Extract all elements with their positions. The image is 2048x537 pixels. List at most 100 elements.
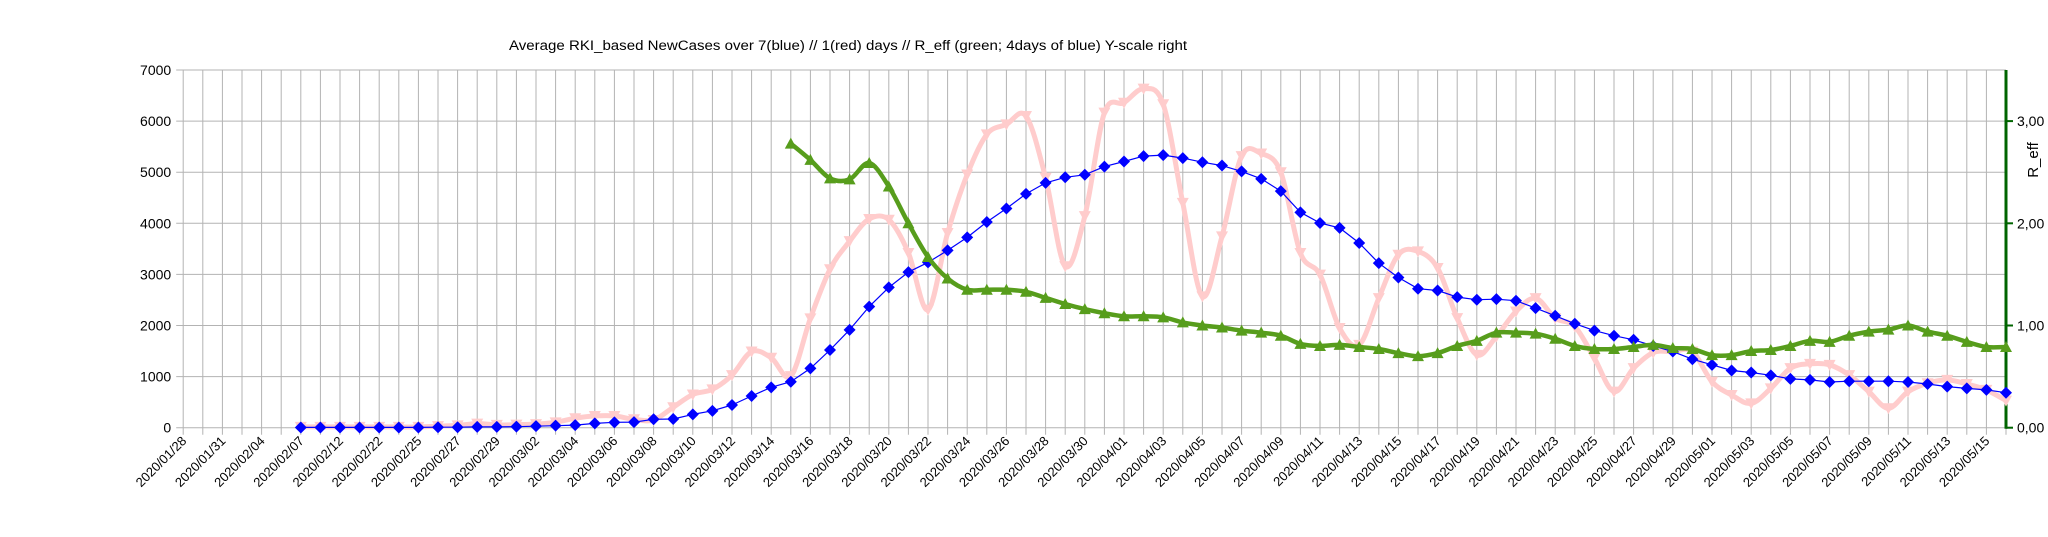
data-point-marker [1588,353,1601,365]
data-point-marker [1372,293,1385,305]
data-point-marker [392,421,405,434]
data-point-marker [1627,340,1640,352]
data-point-marker [1274,329,1287,341]
data-point-marker [863,213,876,225]
data-point-marker [1451,291,1464,304]
data-point-marker [1274,185,1287,198]
data-point-marker [1314,269,1326,281]
data-point-marker [1431,347,1444,359]
data-point-marker [1216,159,1228,172]
data-point-marker [1941,329,1954,341]
data-point-marker [804,362,817,375]
data-point-marker [451,421,464,434]
data-point-marker [1372,343,1385,355]
y2-axis-label: R_eff [2025,141,2042,177]
data-point-marker [1451,313,1464,325]
data-point-marker [1059,298,1072,310]
data-point-marker [1490,326,1503,338]
data-point-marker [1764,344,1777,356]
data-point-marker [1745,345,1758,357]
data-point-marker [1529,293,1542,305]
data-point-marker [1510,294,1522,307]
data-point-marker [1176,316,1189,328]
data-point-marker [1020,187,1032,200]
data-point-marker [980,129,993,141]
data-point-marker [745,346,758,358]
data-point-marker [1784,339,1797,351]
data-point-marker [1431,263,1444,275]
data-point-marker [1627,333,1640,346]
data-point-marker [1823,375,1836,388]
data-point-marker [1372,257,1385,270]
data-point-marker [1843,329,1856,341]
data-point-marker [1980,383,1993,396]
data-point-marker [1157,311,1170,323]
series-diamond [294,149,2012,434]
data-point-marker [1392,271,1405,284]
data-point-marker [1745,366,1758,379]
gridlines [176,69,2007,435]
data-point-marker [686,408,699,421]
data-point-marker [1294,247,1307,259]
data-point-marker [1098,307,1111,319]
chart-title: Average RKI_based NewCases over 7(blue) … [509,38,1187,53]
data-point-marker [1412,246,1424,258]
data-point-marker [765,381,778,394]
data-point-marker [1412,350,1424,362]
data-point-marker [1412,282,1424,295]
data-point-marker [824,264,836,276]
data-point-marker [1059,171,1072,184]
data-point-marker [1941,374,1954,386]
data-point-marker [1549,332,1562,344]
data-point-marker [1686,343,1699,355]
data-point-marker [882,180,895,192]
data-point-marker [843,236,856,248]
series-triangle-down [294,83,2012,433]
data-point-marker [902,247,915,259]
data-point-marker [1392,347,1405,359]
data-point-marker [314,421,327,434]
data-point-marker [843,323,856,336]
data-point-marker [1647,338,1660,350]
data-point-marker [1725,364,1738,377]
y-tick-label: 5000 [140,164,171,180]
data-point-marker [667,402,680,414]
data-point-marker [1588,343,1601,355]
data-point-marker [1137,83,1150,95]
data-point-marker [1196,291,1209,303]
data-point-marker [1118,310,1130,322]
data-point-marker [1549,309,1562,322]
data-point-marker [1862,386,1875,398]
y-tick-label: 0 [163,420,171,436]
data-point-marker [1745,398,1758,410]
data-point-marker [667,413,680,426]
data-point-marker [686,389,699,401]
data-point-marker [2000,340,2012,352]
data-point-marker [1510,326,1522,338]
data-point-marker [980,216,993,229]
data-point-marker [1608,343,1620,355]
data-point-marker [1118,97,1130,109]
data-point-marker [1843,375,1856,388]
data-point-marker [1960,335,1973,347]
data-point-marker [804,313,817,325]
y2-tick-label: 0,00 [2017,420,2044,436]
data-point-marker [1627,363,1640,375]
data-point-marker [961,169,974,181]
data-point-marker [1647,347,1660,359]
data-point-marker [980,283,993,295]
data-point-marker [941,244,954,257]
data-point-marker [2000,395,2012,407]
data-point-marker [353,421,366,434]
data-point-marker [784,137,797,149]
data-point-marker [863,157,876,169]
data-point-marker [961,231,974,244]
y-tick-label: 4000 [140,215,171,231]
data-point-marker [432,421,444,434]
data-point-marker [726,370,738,382]
data-point-marker [1529,302,1542,315]
data-point-marker [824,344,836,357]
data-point-marker [1804,358,1816,370]
data-point-marker [1196,319,1209,331]
